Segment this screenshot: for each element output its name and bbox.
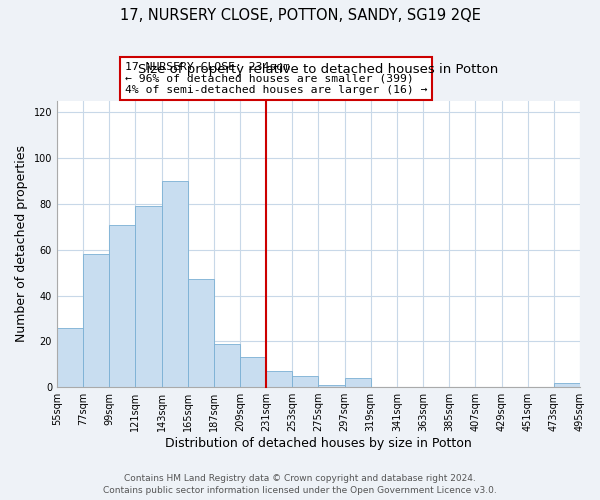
Bar (188, 280, 214, 387)
Text: Contains HM Land Registry data © Crown copyright and database right 2024.
Contai: Contains HM Land Registry data © Crown c… (103, 474, 497, 495)
Bar (240, 358, 266, 387)
Bar (109, 224, 136, 387)
Bar (292, 376, 319, 387)
Text: 17, NURSERY CLOSE, POTTON, SANDY, SG19 2QE: 17, NURSERY CLOSE, POTTON, SANDY, SG19 2… (119, 8, 481, 22)
Bar (83, 254, 109, 387)
Title: Size of property relative to detached houses in Potton: Size of property relative to detached ho… (139, 63, 499, 76)
Y-axis label: Number of detached properties: Number of detached properties (15, 146, 28, 342)
Bar (319, 385, 344, 387)
Bar (57, 328, 83, 387)
Bar (136, 206, 161, 387)
X-axis label: Distribution of detached houses by size in Potton: Distribution of detached houses by size … (165, 437, 472, 450)
Bar (554, 382, 580, 387)
Bar (214, 344, 240, 387)
Bar (161, 181, 188, 387)
Bar (266, 371, 292, 387)
Bar (344, 378, 371, 387)
Text: 17 NURSERY CLOSE: 234sqm
← 96% of detached houses are smaller (399)
4% of semi-d: 17 NURSERY CLOSE: 234sqm ← 96% of detach… (125, 62, 427, 95)
